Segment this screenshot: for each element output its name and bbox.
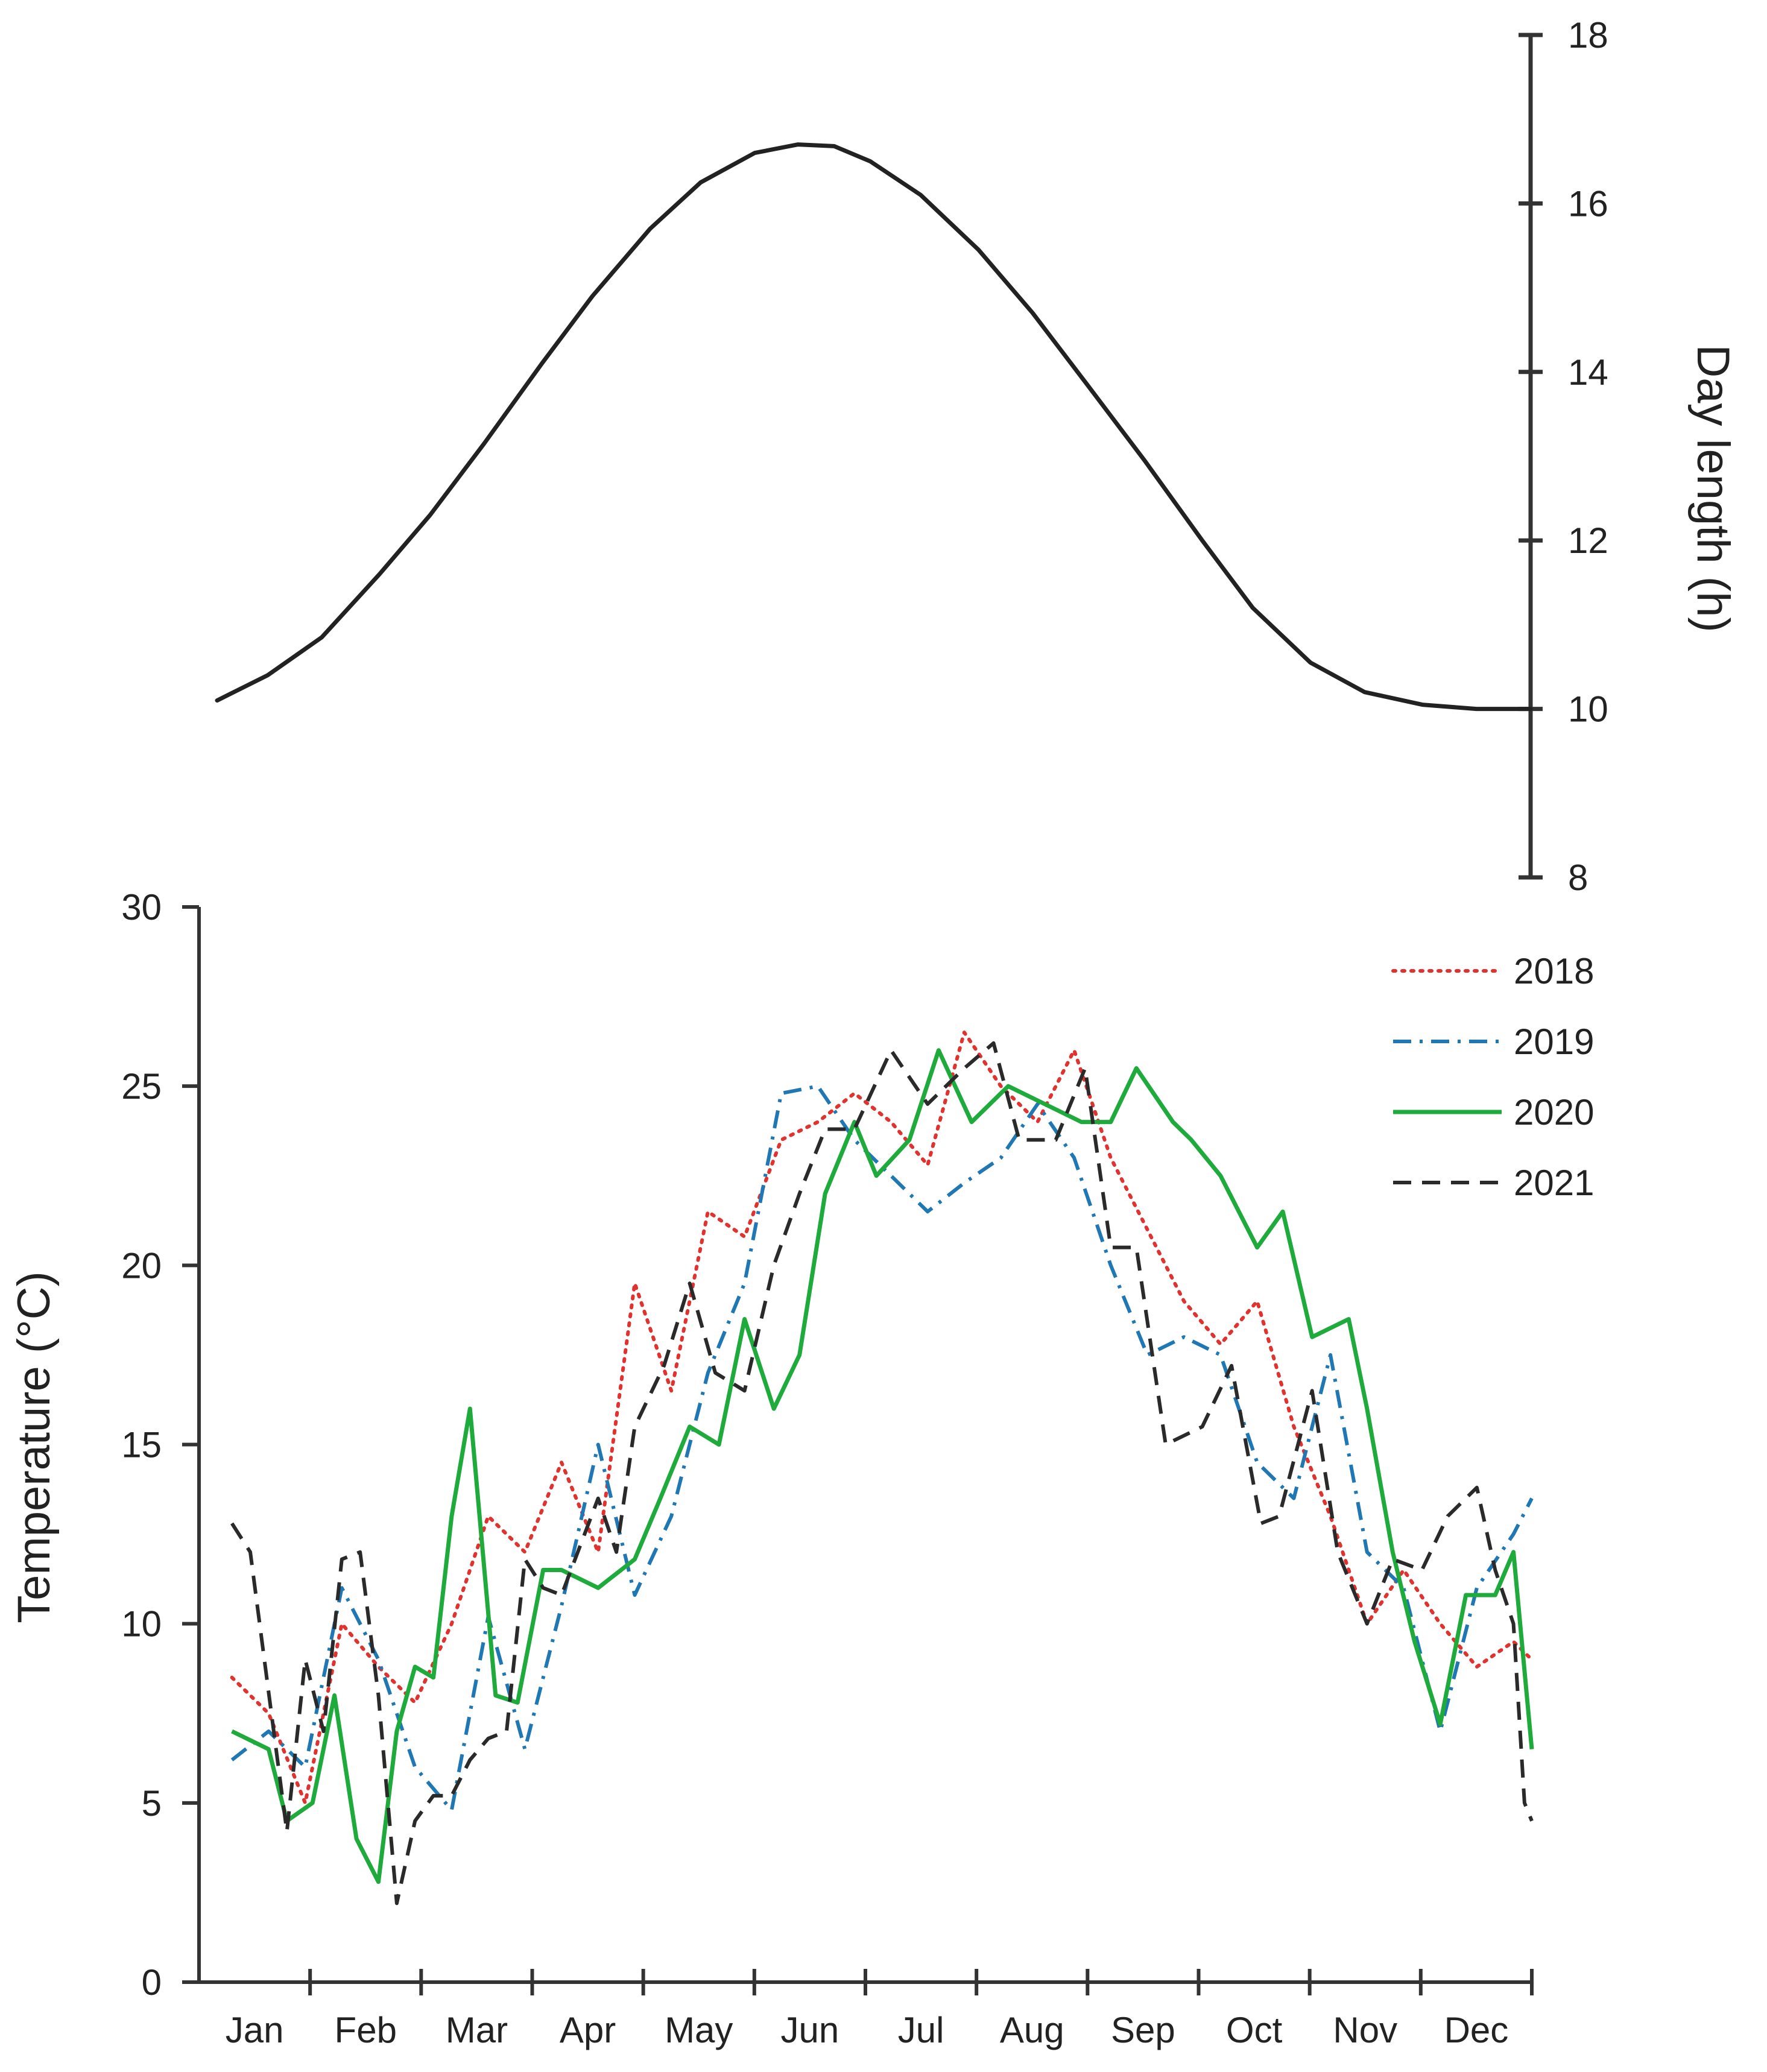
temperature-y-tick-label: 30 xyxy=(121,887,162,927)
month-label: Mar xyxy=(446,2010,508,2050)
month-label: Jun xyxy=(781,2010,839,2050)
month-label: Apr xyxy=(560,2010,616,2050)
temperature-y-tick-label: 15 xyxy=(121,1425,162,1465)
series-line-2019 xyxy=(230,1084,1534,1812)
day-length-axis-title: Day length (h) xyxy=(1687,344,1739,632)
month-label: Dec xyxy=(1444,2010,1509,2050)
month-label: Oct xyxy=(1226,2010,1283,2050)
legend-label-2019: 2019 xyxy=(1514,1022,1594,1062)
temperature-y-tick-label: 20 xyxy=(121,1245,162,1286)
day-length-tick-label: 16 xyxy=(1568,183,1608,224)
temperature-y-tick-label: 10 xyxy=(121,1604,162,1644)
month-label: Sep xyxy=(1111,2010,1175,2050)
day-length-axis: 8 10 12 14 16 18 xyxy=(1519,15,1608,898)
temperature-x-axis: Jan Feb Mar Apr May Jun Jul Aug Sep Oct Nov Dec xyxy=(199,1969,1534,2050)
temperature-y-tick-label: 25 xyxy=(121,1066,162,1107)
temperature-chart: 0 5 10 15 20 25 30 Jan Feb Mar Apr May Jun Jul Aug Sep… xyxy=(8,887,1594,2050)
temperature-y-tick-label: 5 xyxy=(142,1783,162,1824)
day-length-tick-label: 12 xyxy=(1568,520,1608,561)
day-length-tick-label: 18 xyxy=(1568,15,1608,55)
series-line-2021 xyxy=(230,1041,1534,1906)
legend: 2018 2019 2020 2021 xyxy=(1391,951,1594,1203)
month-label: Nov xyxy=(1333,2010,1397,2050)
month-label: Aug xyxy=(1000,2010,1064,2050)
day-length-tick-label: 14 xyxy=(1568,352,1608,393)
temperature-series xyxy=(230,1031,1534,1906)
day-length-tick-label: 8 xyxy=(1568,858,1588,898)
temperature-y-tick-label: 0 xyxy=(142,1962,162,2003)
series-line-2020 xyxy=(231,1048,1534,1884)
day-length-chart: 8 10 12 14 16 18 Day length (h) xyxy=(215,15,1739,898)
temperature-axis-title: Temperature (°C) xyxy=(8,1271,60,1623)
month-label: Feb xyxy=(335,2010,397,2050)
day-length-tick-label: 10 xyxy=(1568,689,1608,730)
temperature-y-axis: 0 5 10 15 20 25 30 xyxy=(121,887,201,2003)
day-length-series xyxy=(215,142,1533,712)
series-line-2018 xyxy=(230,1031,1534,1805)
legend-label-2018: 2018 xyxy=(1514,951,1594,991)
month-label: Jul xyxy=(898,2010,944,2050)
legend-label-2020: 2020 xyxy=(1514,1092,1594,1132)
legend-label-2021: 2021 xyxy=(1514,1163,1594,1203)
month-label: Jan xyxy=(226,2010,284,2050)
day-length-line xyxy=(215,142,1533,712)
month-label: May xyxy=(665,2010,733,2050)
